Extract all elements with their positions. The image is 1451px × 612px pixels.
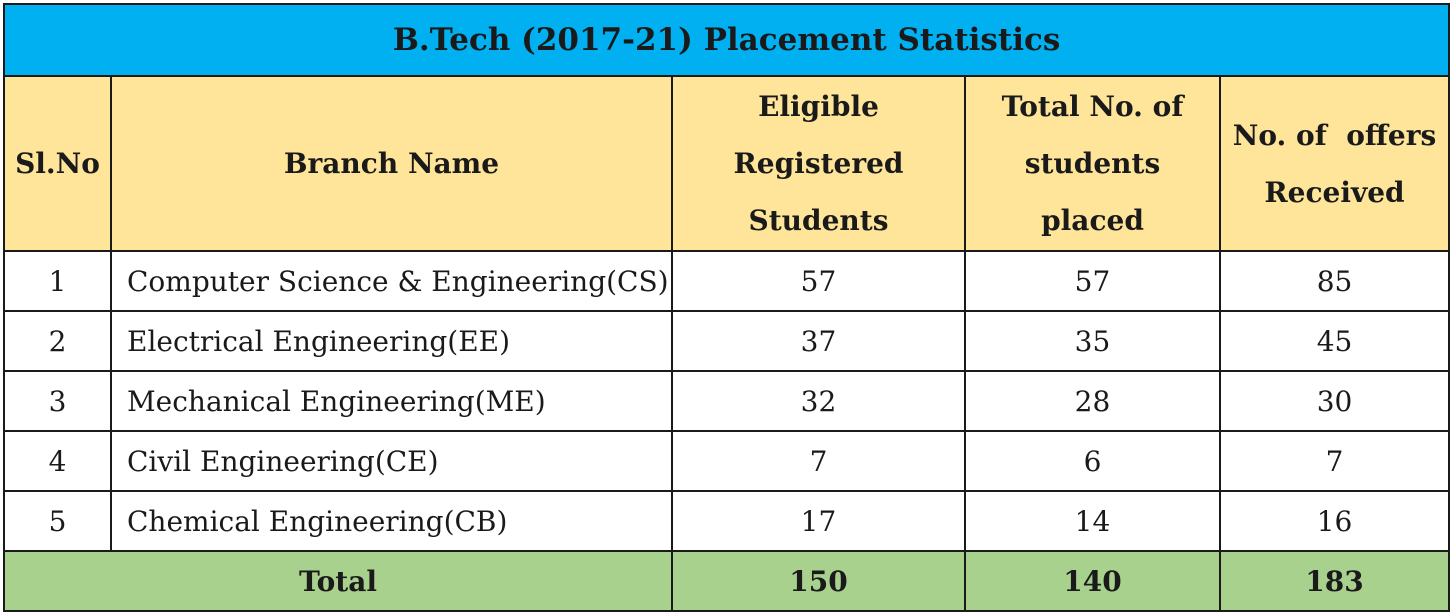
cell-eligible: 32 bbox=[671, 370, 966, 432]
cell-placed: 28 bbox=[964, 370, 1221, 432]
header-line: Total No. of bbox=[1001, 90, 1184, 123]
table-row: 3 Mechanical Engineering(ME) 32 28 30 bbox=[3, 370, 1451, 432]
table-row: 1 Computer Science & Engineering(CS) 57 … bbox=[3, 250, 1451, 312]
cell-placed: 35 bbox=[964, 310, 1221, 372]
cell-eligible: 37 bbox=[671, 310, 966, 372]
cell-offers: 16 bbox=[1218, 490, 1451, 552]
placement-statistics-table: B.Tech (2017-21) Placement Statistics Sl… bbox=[2, 3, 1451, 612]
cell-sl-no: 4 bbox=[3, 430, 112, 492]
cell-sl-no: 5 bbox=[3, 490, 112, 552]
header-eligible-registered-students: Eligible Registered Students bbox=[671, 75, 966, 252]
cell-offers: 7 bbox=[1218, 430, 1451, 492]
total-placed: 140 bbox=[964, 550, 1221, 612]
table-row: 2 Electrical Engineering(EE) 37 35 45 bbox=[3, 310, 1451, 372]
total-label: Total bbox=[3, 550, 673, 612]
table-title: B.Tech (2017-21) Placement Statistics bbox=[2, 3, 1451, 77]
cell-placed: 6 bbox=[964, 430, 1221, 492]
table-row: 4 Civil Engineering(CE) 7 6 7 bbox=[3, 430, 1451, 492]
header-line: Eligible bbox=[758, 90, 879, 123]
cell-eligible: 7 bbox=[671, 430, 966, 492]
cell-sl-no: 2 bbox=[3, 310, 112, 372]
total-row: Total 150 140 183 bbox=[3, 550, 1451, 612]
header-line: Received bbox=[1264, 175, 1405, 209]
header-line: Students bbox=[748, 204, 889, 237]
header-line: No. of offers bbox=[1232, 118, 1437, 152]
cell-branch-name: Chemical Engineering(CB) bbox=[110, 490, 673, 552]
cell-branch-name: Mechanical Engineering(ME) bbox=[110, 370, 673, 432]
header-branch-name: Branch Name bbox=[110, 75, 673, 252]
header-students-placed: Total No. of students placed bbox=[964, 75, 1221, 252]
header-sl-no: Sl.No bbox=[3, 75, 112, 252]
cell-offers: 85 bbox=[1218, 250, 1451, 312]
header-line: students bbox=[1024, 147, 1161, 180]
cell-offers: 45 bbox=[1218, 310, 1451, 372]
cell-branch-name: Civil Engineering(CE) bbox=[110, 430, 673, 492]
title-row: B.Tech (2017-21) Placement Statistics bbox=[2, 3, 1451, 77]
header-row: Sl.No Branch Name Eligible Registered St… bbox=[3, 75, 1451, 252]
cell-sl-no: 1 bbox=[3, 250, 112, 312]
total-offers: 183 bbox=[1218, 550, 1451, 612]
cell-placed: 57 bbox=[964, 250, 1221, 312]
table-row: 5 Chemical Engineering(CB) 17 14 16 bbox=[3, 490, 1451, 552]
header-offers-received: No. of offers Received bbox=[1218, 75, 1451, 252]
cell-branch-name: Computer Science & Engineering(CS) bbox=[110, 250, 673, 312]
total-eligible: 150 bbox=[671, 550, 966, 612]
cell-sl-no: 3 bbox=[3, 370, 112, 432]
cell-offers: 30 bbox=[1218, 370, 1451, 432]
cell-eligible: 17 bbox=[671, 490, 966, 552]
header-line: Registered bbox=[733, 147, 904, 180]
header-line: placed bbox=[1041, 204, 1144, 237]
cell-placed: 14 bbox=[964, 490, 1221, 552]
cell-eligible: 57 bbox=[671, 250, 966, 312]
cell-branch-name: Electrical Engineering(EE) bbox=[110, 310, 673, 372]
